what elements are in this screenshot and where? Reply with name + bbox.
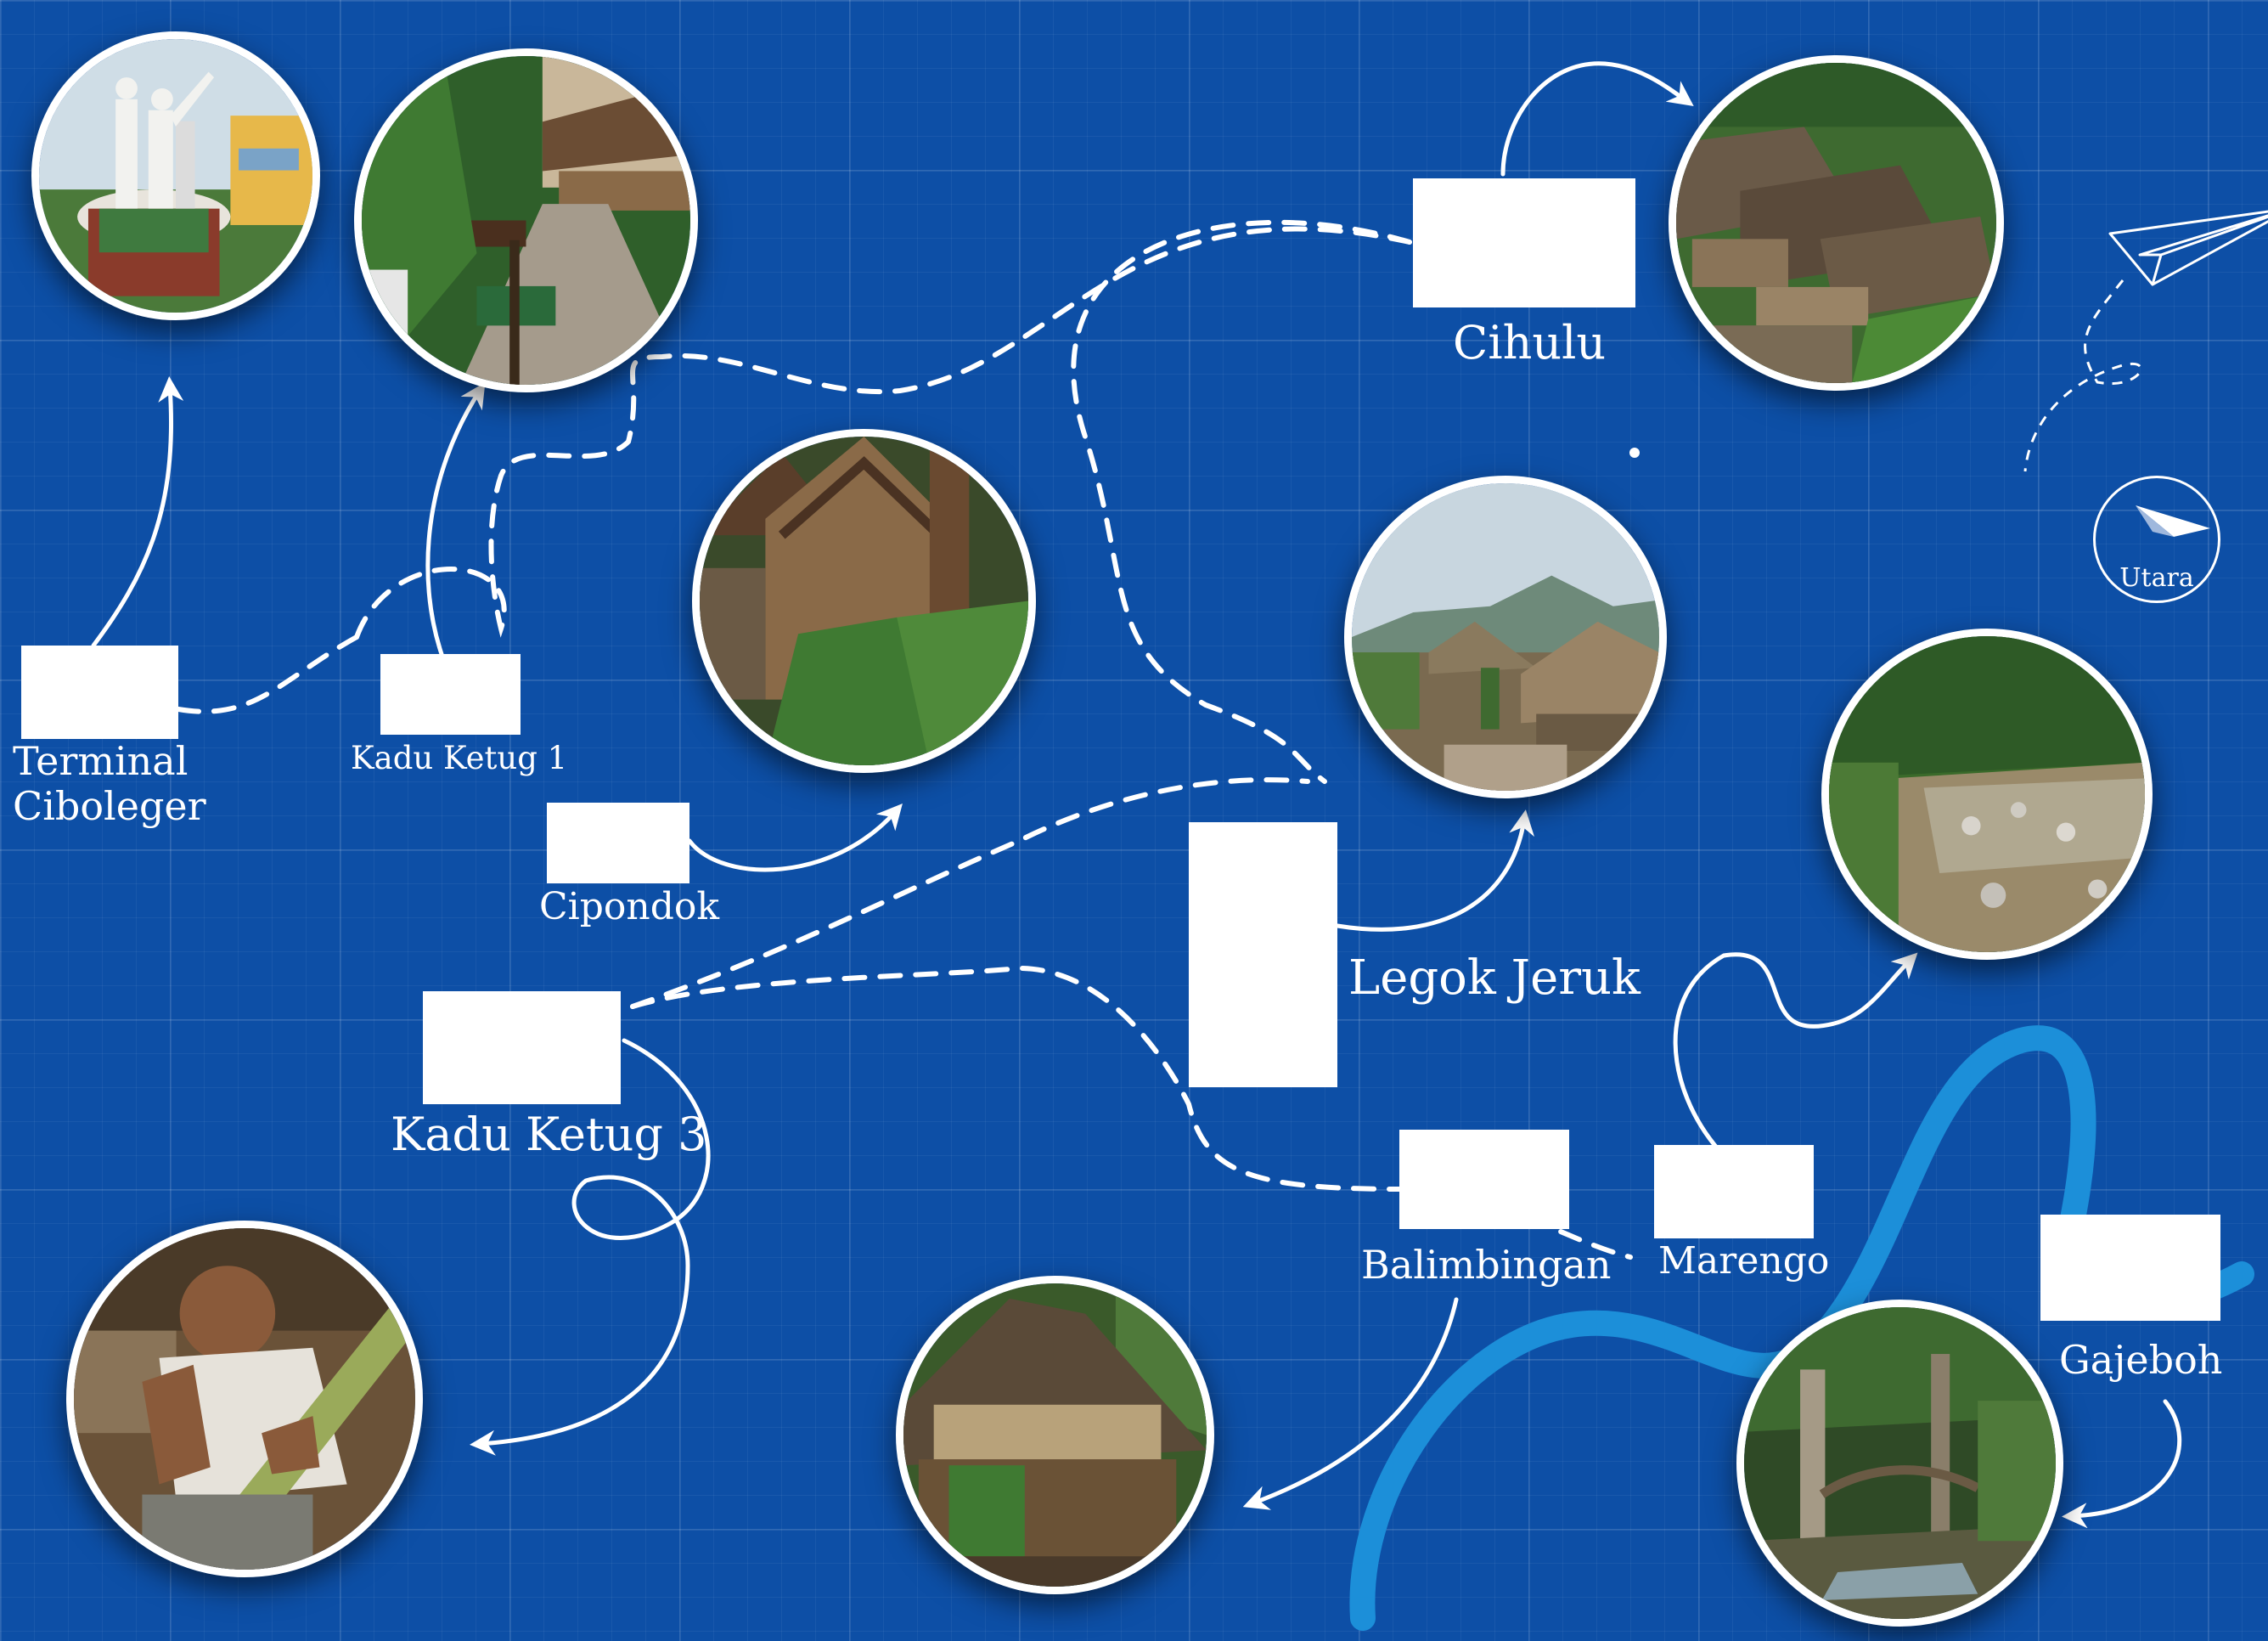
compass: Utara: [2093, 476, 2220, 603]
photo-marengo-river: [1821, 629, 2153, 960]
label-cipondok: Cipondok: [539, 885, 720, 928]
arrow-terminal-to-photo: [91, 376, 184, 648]
compass-label: Utara: [2119, 563, 2194, 593]
route-cihulu-to-legok: [1071, 219, 1412, 784]
photo-legok-jeruk-village: [1344, 476, 1667, 798]
photo-kadu-ketug-3-craftsman: [66, 1221, 423, 1577]
route-loop-kadu-ketug-1: [354, 226, 1412, 640]
photo-cihulu-houses: [1669, 55, 2004, 391]
label-kadu-ketug-3: Kadu Ketug 3: [391, 1108, 707, 1161]
arrow-gajeboh-to-photo: [2062, 1399, 2182, 1529]
route-kadu-ketug-3-to-legok: [630, 777, 1310, 1009]
marker-box-marengo[interactable]: [1654, 1145, 1814, 1238]
marker-box-kadu-ketug-3[interactable]: [423, 991, 621, 1104]
marker-box-legok-jeruk[interactable]: [1189, 822, 1337, 1087]
photo-cipondok-house: [692, 429, 1036, 773]
photo-gajeboh-forest: [1736, 1300, 2063, 1627]
arrow-kadu-ketug-1-to-photo: [425, 381, 486, 657]
label-legok-jeruk: Legok Jeruk: [1348, 950, 1641, 1006]
arrow-cihulu-to-photo: [1500, 61, 1694, 177]
photo-balimbingan-hut: [896, 1276, 1214, 1594]
arrow-cipondok-to-photo: [687, 804, 903, 872]
marker-box-cipondok[interactable]: [547, 803, 689, 883]
paper-plane-icon: [2108, 210, 2268, 286]
arrow-balimbingan-to-photo: [1242, 1297, 1459, 1510]
photo-kadu-ketug-1-path: [354, 48, 698, 392]
route-terminal-to-kadu-ketug-1: [176, 634, 359, 714]
label-marengo: Marengo: [1658, 1239, 1830, 1283]
marker-box-terminal-ciboleger[interactable]: [21, 646, 178, 739]
paper-plane-trail: [2023, 279, 2142, 472]
label-kadu-ketug-1: Kadu Ketug 1: [351, 740, 568, 776]
label-gajeboh: Gajeboh: [2059, 1337, 2223, 1383]
marker-box-balimbingan[interactable]: [1399, 1130, 1569, 1229]
map-dot: [1629, 448, 1640, 458]
marker-box-cihulu[interactable]: [1413, 178, 1635, 307]
marker-box-gajeboh[interactable]: [2040, 1215, 2220, 1321]
label-cihulu: Cihulu: [1453, 316, 1607, 369]
arrow-legok-jeruk-to-photo: [1335, 809, 1534, 932]
compass-needle-icon: [2136, 505, 2210, 537]
arrow-kadu-ketug-3-to-photo: [470, 1038, 711, 1456]
photo-ciboleger-monument: [31, 31, 320, 320]
label-balimbingan: Balimbingan: [1361, 1242, 1612, 1288]
label-terminal-ciboleger: Terminal Ciboleger: [13, 738, 206, 829]
arrow-marengo-to-photo: [1673, 952, 1918, 1153]
marker-box-kadu-ketug-1[interactable]: [380, 654, 521, 735]
